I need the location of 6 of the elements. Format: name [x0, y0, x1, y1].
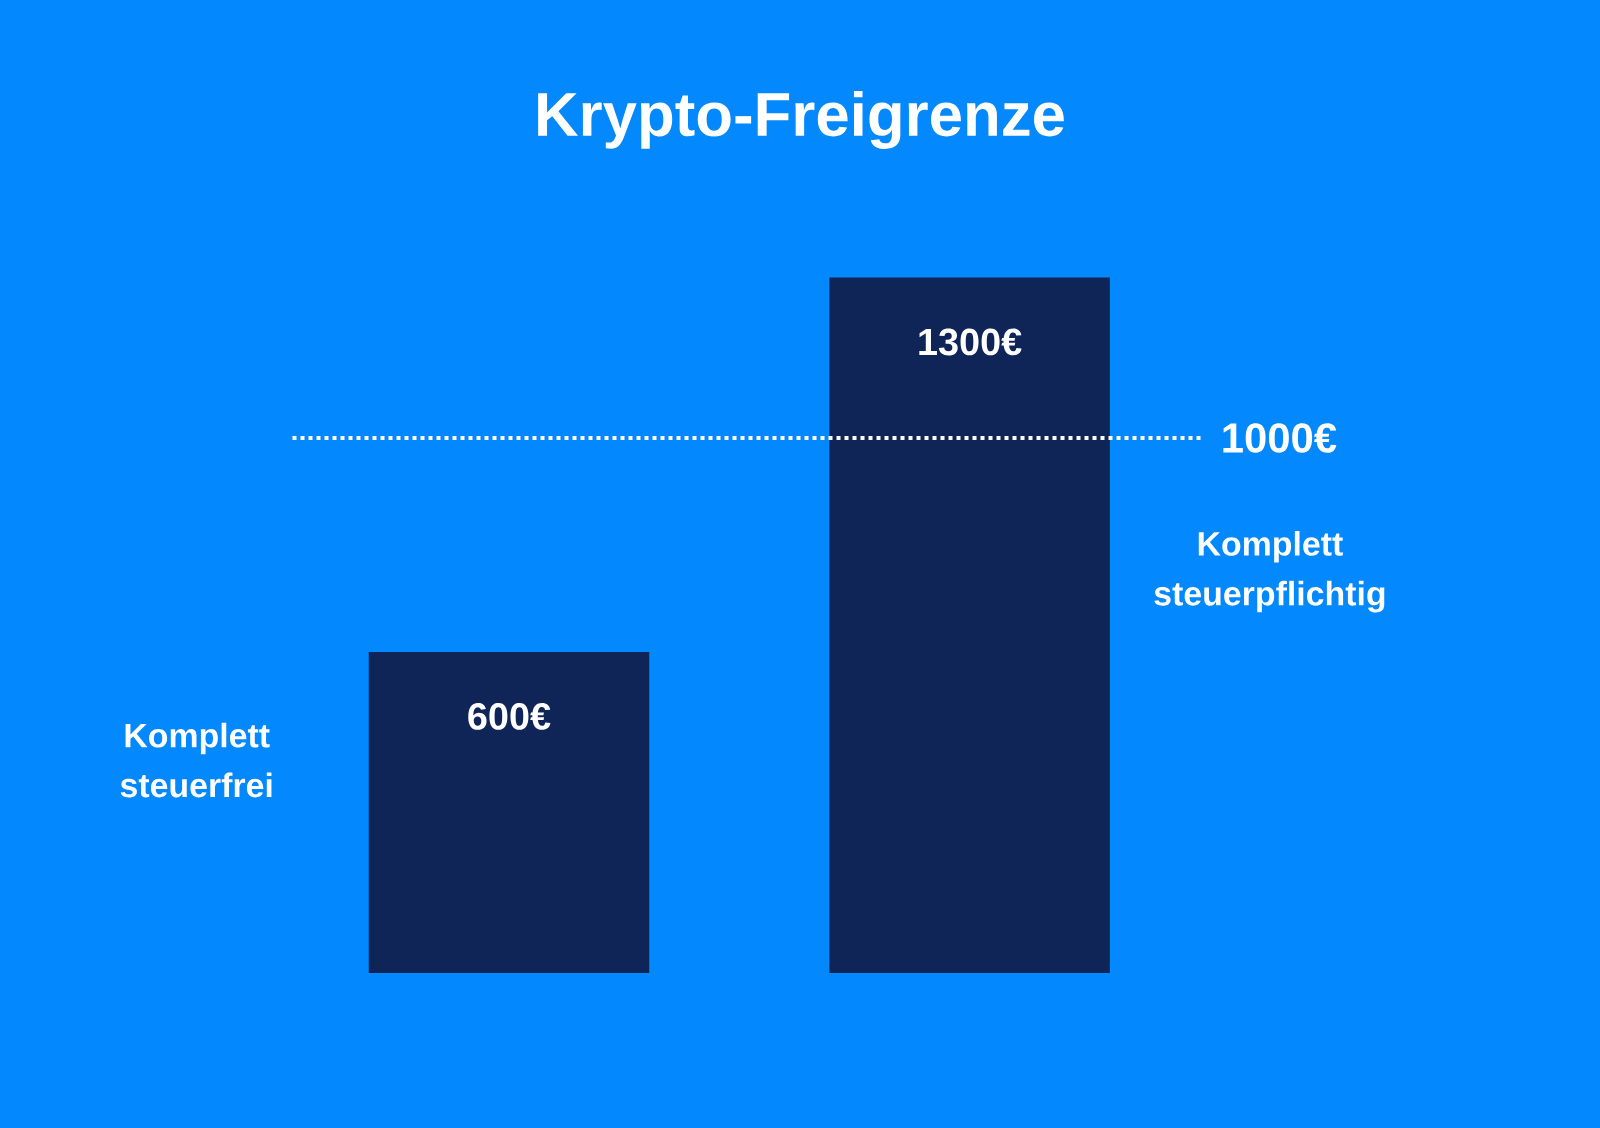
text: Komplett steuerfrei	[120, 722, 272, 798]
chart-title: Krypto-Freigrenze	[538, 91, 1064, 149]
annotation: Komplett steuerpflichtig	[1154, 530, 1385, 613]
data-label: 1300€	[919, 328, 1022, 356]
data-label: 600€	[468, 703, 551, 730]
ref-line-label: 1000€	[1223, 423, 1337, 453]
